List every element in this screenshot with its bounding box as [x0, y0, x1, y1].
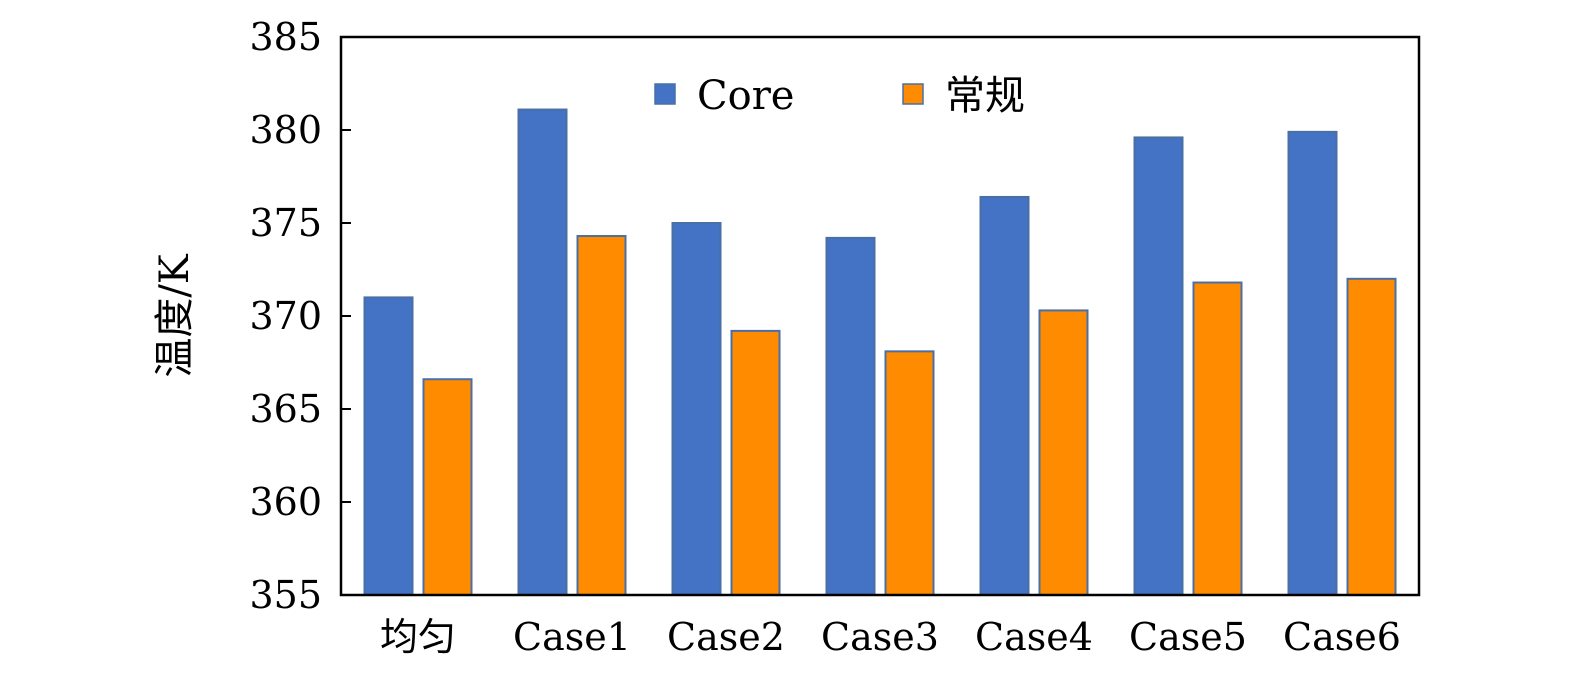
bar-core-0 — [363, 296, 414, 596]
x-axis: 均匀 Case1 Case2 Case3 Case4 Case5 Case6 — [380, 615, 1401, 659]
bar-conventional-0 — [422, 378, 473, 596]
bar-conventional-4 — [1038, 309, 1089, 596]
bar-conventional-2 — [730, 329, 781, 596]
bar-core-3 — [825, 236, 876, 596]
plot-frame — [339, 35, 1421, 597]
bar-core-4 — [979, 195, 1030, 597]
bar-core-1 — [517, 108, 568, 596]
bar-core-2 — [671, 222, 722, 596]
bars-layer — [363, 108, 1397, 597]
x-category-label: Case3 — [821, 615, 939, 659]
y-tick-label: 385 — [249, 15, 322, 59]
bar-conventional-6 — [1346, 277, 1397, 596]
y-tick-label: 375 — [249, 201, 322, 245]
legend-label: 常规 — [945, 73, 1025, 119]
x-category-label: Case4 — [975, 615, 1093, 659]
bar-conventional-3 — [884, 350, 935, 596]
bar-conventional-1 — [576, 235, 627, 597]
x-category-label: 均匀 — [380, 615, 456, 659]
bar-core-6 — [1287, 130, 1338, 597]
x-category-label: Case5 — [1129, 615, 1247, 659]
x-category-label: Case6 — [1283, 615, 1401, 659]
bar-conventional-5 — [1192, 281, 1243, 596]
y-tick-label: 370 — [249, 294, 322, 338]
legend-label: Core — [697, 73, 794, 119]
x-category-label: Case2 — [667, 615, 785, 659]
y-tick-label: 360 — [249, 480, 322, 524]
y-tick-label: 355 — [249, 573, 322, 617]
y-tick-label: 365 — [249, 387, 322, 431]
x-category-label: Case1 — [513, 615, 631, 659]
y-axis: 355 360 365 370 375 380 385 — [249, 15, 351, 617]
legend-swatch — [902, 83, 924, 105]
bar-core-5 — [1133, 136, 1184, 596]
legend: Core 常规 — [654, 73, 1025, 119]
y-tick-label: 380 — [249, 108, 322, 152]
legend-swatch — [654, 83, 676, 105]
y-axis-title: 温度/K — [152, 253, 198, 377]
